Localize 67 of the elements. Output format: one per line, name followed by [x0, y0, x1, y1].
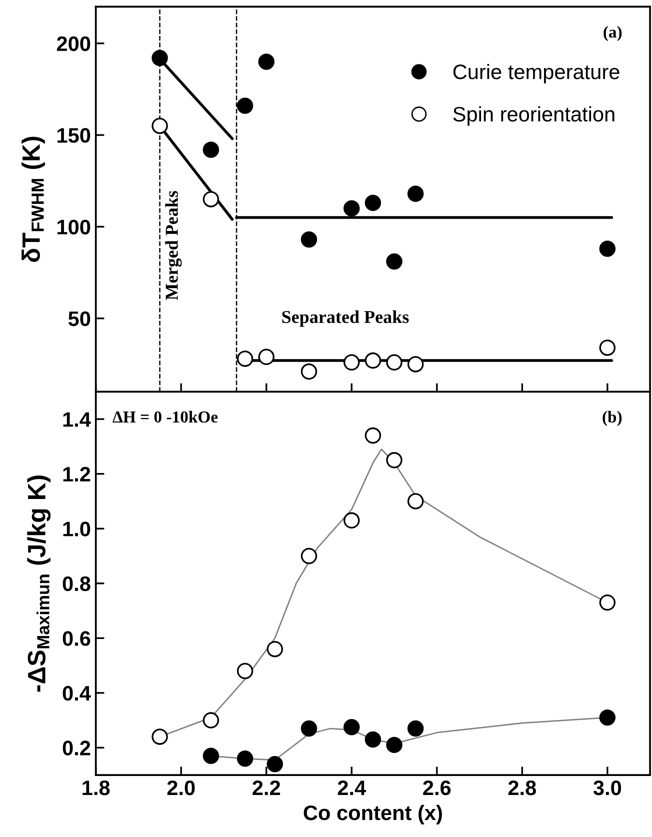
point: [300, 720, 318, 737]
point: [236, 662, 254, 680]
point: [152, 118, 168, 134]
point: [407, 186, 424, 202]
point: [344, 719, 360, 736]
x-tick-label: 1.8: [82, 780, 110, 796]
point: [202, 191, 220, 208]
point: [407, 356, 424, 372]
point: [386, 452, 402, 468]
point: [599, 594, 616, 611]
x-tick-label: 2.2: [252, 780, 280, 796]
point: [236, 98, 254, 114]
point: [300, 363, 318, 380]
point: [407, 493, 424, 510]
point: [236, 350, 254, 367]
y-tick-label: 0.2: [62, 740, 90, 756]
annotation: (a): [604, 26, 622, 42]
point: [599, 240, 616, 257]
point: [300, 548, 318, 564]
point: [266, 640, 284, 658]
y-tick-label: 50: [68, 311, 90, 326]
point: [344, 200, 360, 216]
annotation: Separated Peaks: [282, 310, 409, 327]
point: [599, 340, 616, 356]
point: [386, 253, 402, 270]
annotation: ΔH = 0 -10kOe: [112, 410, 218, 423]
y-tick-label: 0.8: [62, 576, 90, 592]
x-tick-label: 2.4: [338, 780, 366, 796]
legend-label: Spin reorientation: [453, 106, 614, 126]
point: [364, 731, 382, 748]
x-tick-label: 2.0: [167, 780, 195, 796]
point: [599, 709, 616, 726]
point: [344, 512, 360, 529]
y-tick-label: 100: [58, 220, 90, 234]
point: [364, 427, 382, 444]
x-tick-label: 2.6: [423, 780, 451, 796]
annotation: (b): [602, 410, 622, 426]
point: [202, 142, 220, 158]
point: [300, 231, 318, 248]
y-axis-title: δT$_{FWHM}$ (K): [22, 136, 45, 262]
y-axis-title: -ΔS$_{Maximun}$ (J/kg K): [27, 476, 51, 692]
point: [364, 194, 382, 211]
annotation: Merged Peaks: [165, 190, 182, 300]
point: [236, 750, 254, 767]
point: [202, 712, 220, 728]
point: [344, 354, 360, 370]
point: [386, 354, 402, 370]
point: [407, 720, 424, 737]
point: [364, 352, 382, 369]
point: [386, 736, 402, 754]
point: [202, 748, 220, 764]
y-tick-label: 0.4: [62, 686, 91, 701]
y-tick-label: 0.6: [62, 631, 90, 646]
legend-label: Curie temperature: [453, 64, 620, 84]
x-axis-title: Co content (x): [304, 804, 442, 824]
y-tick-label: 1.0: [63, 522, 90, 536]
y-tick-label: 150: [58, 128, 90, 143]
y-tick-label: 1.4: [63, 412, 91, 427]
x-tick-label: 3.0: [593, 780, 622, 796]
point: [266, 756, 284, 772]
y-tick-label: 1.2: [63, 466, 90, 482]
point: [258, 348, 274, 365]
y-tick-label: 200: [56, 36, 90, 52]
point: [258, 54, 274, 70]
x-tick-label: 2.8: [508, 780, 536, 796]
point: [152, 728, 168, 745]
point: [152, 50, 168, 66]
